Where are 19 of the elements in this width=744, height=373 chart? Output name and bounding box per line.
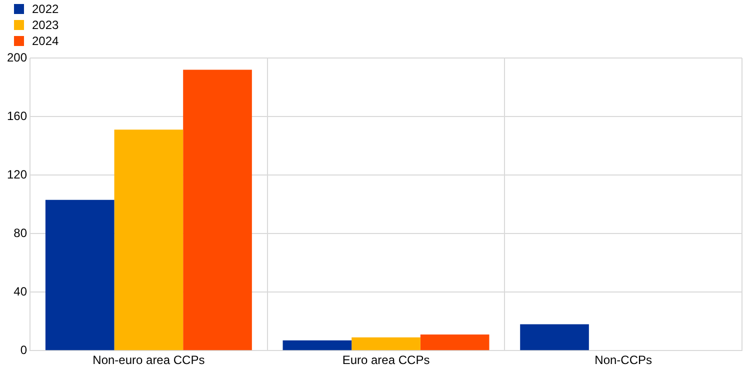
bar <box>352 337 420 350</box>
y-tick-label: 160 <box>6 108 28 123</box>
legend-label: 2022 <box>32 2 59 16</box>
bar <box>282 340 352 350</box>
bar <box>45 200 114 350</box>
x-tick-label: Euro area CCPs <box>342 353 430 368</box>
y-tick-label: 0 <box>20 342 28 357</box>
y-tick-label: 80 <box>14 226 28 240</box>
bar <box>420 334 490 350</box>
bar <box>183 70 252 350</box>
x-tick-label: Non-CCPs <box>594 353 652 368</box>
y-tick-label: 40 <box>14 284 28 298</box>
y-tick-label: 200 <box>6 50 28 64</box>
legend-label: 2024 <box>32 34 59 48</box>
bar <box>114 130 184 350</box>
legend-label: 2023 <box>32 18 59 32</box>
y-tick-label: 120 <box>6 167 28 182</box>
bar <box>520 324 589 350</box>
x-tick-label: Non-euro area CCPs <box>92 353 205 368</box>
